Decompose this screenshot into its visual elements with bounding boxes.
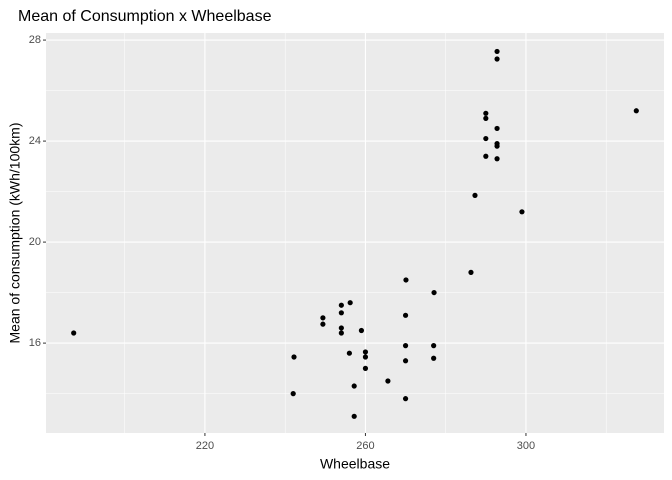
- point: [431, 289, 437, 296]
- point: [291, 354, 297, 360]
- point: [338, 325, 344, 331]
- point: [403, 277, 409, 283]
- point: [338, 302, 344, 308]
- point: [347, 300, 353, 306]
- point: [472, 192, 478, 198]
- point: [320, 315, 326, 321]
- point: [402, 343, 409, 349]
- point: [320, 321, 326, 327]
- plot-background: [46, 33, 664, 433]
- point: [431, 343, 437, 349]
- point: [351, 383, 357, 389]
- point: [483, 110, 489, 116]
- point: [346, 350, 352, 356]
- point: [402, 312, 409, 318]
- point: [362, 354, 369, 360]
- point: [431, 355, 437, 361]
- point: [362, 365, 369, 371]
- chart-title: Mean of Consumption x Wheelbase: [18, 8, 272, 25]
- point: [402, 358, 409, 364]
- y-tick-label: 24: [29, 135, 41, 147]
- y-axis-label: Mean of consumption (kWh/100km): [7, 123, 23, 344]
- point: [468, 269, 474, 275]
- point: [338, 330, 344, 336]
- point: [483, 153, 489, 159]
- point: [385, 378, 391, 384]
- x-axis-label: Wheelbase: [320, 456, 390, 472]
- point: [483, 135, 489, 142]
- point: [483, 115, 489, 121]
- point: [494, 48, 500, 55]
- point: [351, 413, 357, 419]
- point: [494, 143, 500, 149]
- y-tick-label: 20: [29, 236, 41, 248]
- point: [71, 330, 77, 336]
- y-tick-label: 16: [29, 337, 41, 349]
- point: [494, 125, 500, 132]
- x-tick-label: 260: [356, 440, 374, 452]
- point: [290, 391, 296, 397]
- point: [633, 108, 639, 114]
- point: [362, 349, 369, 355]
- y-tick-label: 28: [29, 34, 41, 46]
- point: [519, 209, 525, 215]
- x-tick-label: 220: [196, 440, 214, 452]
- point: [358, 327, 365, 334]
- point: [494, 156, 500, 162]
- point: [402, 396, 409, 402]
- point: [338, 310, 344, 316]
- point: [494, 56, 500, 62]
- x-tick-label: 300: [517, 440, 535, 452]
